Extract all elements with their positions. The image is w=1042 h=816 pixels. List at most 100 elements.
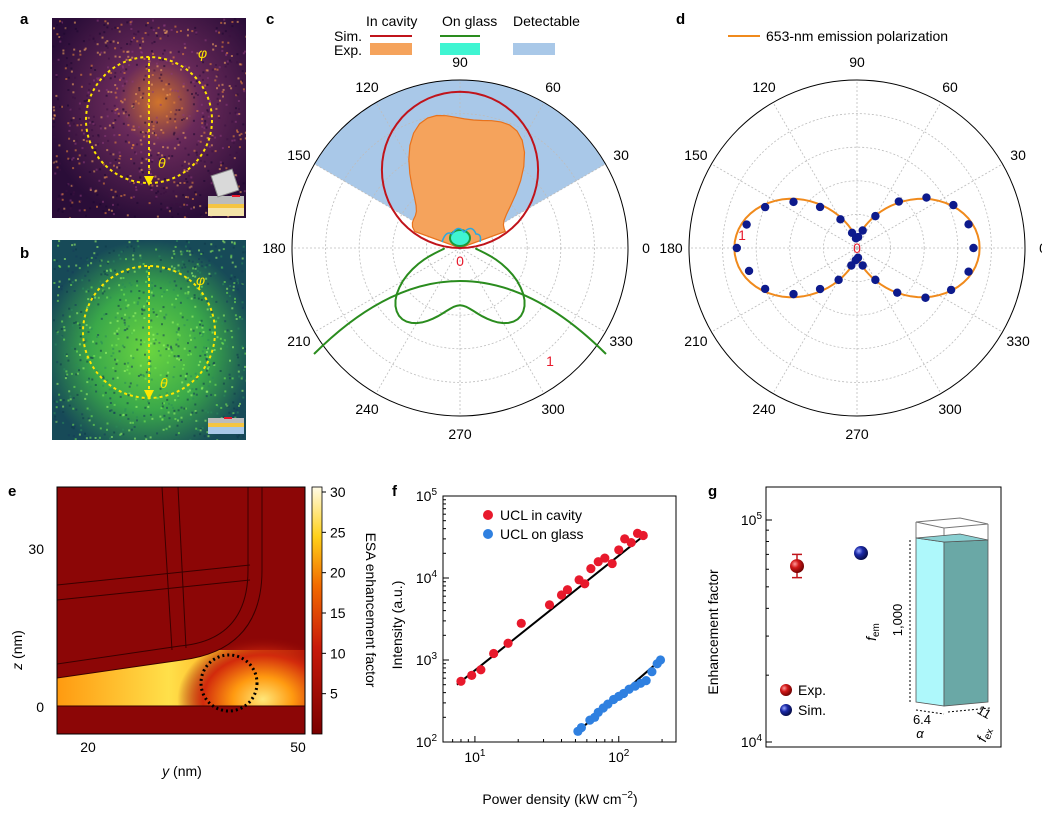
noise-speck [64, 57, 67, 60]
noise-speck [235, 94, 238, 97]
noise-speck [67, 399, 70, 402]
noise-speck [158, 77, 161, 80]
noise-speck [132, 254, 135, 257]
noise-speck [118, 166, 121, 169]
noise-speck [114, 71, 117, 74]
noise-speck [182, 367, 185, 370]
noise-speck [78, 369, 80, 372]
noise-speck [129, 382, 132, 385]
noise-speck [151, 120, 153, 123]
noise-speck [91, 378, 94, 381]
noise-speck [161, 402, 164, 405]
noise-speck [59, 399, 62, 402]
noise-speck [104, 391, 107, 394]
noise-speck [72, 423, 75, 426]
noise-speck [149, 413, 152, 416]
noise-speck [104, 273, 107, 276]
panel-d-data-point [853, 253, 863, 262]
noise-speck [222, 340, 225, 343]
panel-g-ylabel: Enhancement factor [705, 569, 721, 695]
noise-speck [228, 295, 231, 298]
noise-speck [106, 262, 109, 265]
noise-speck [85, 290, 88, 293]
noise-speck [83, 48, 86, 51]
noise-speck [236, 61, 239, 64]
noise-speck [93, 40, 96, 43]
noise-speck [163, 156, 166, 159]
noise-speck [194, 372, 197, 375]
noise-speck [238, 63, 241, 66]
noise-speck [192, 329, 195, 332]
noise-speck [77, 367, 80, 370]
noise-speck [181, 164, 184, 167]
noise-speck [242, 347, 244, 350]
noise-speck [78, 107, 81, 110]
noise-speck [69, 199, 72, 202]
noise-speck [142, 263, 145, 265]
noise-speck [159, 354, 162, 357]
panel-g-legend: Exp. Sim. [780, 682, 826, 718]
noise-speck [153, 132, 155, 135]
noise-speck [105, 205, 108, 208]
noise-speck [244, 50, 246, 53]
noise-speck [140, 168, 143, 171]
panel-d-data-point [893, 288, 902, 297]
noise-speck [114, 119, 117, 122]
noise-speck [109, 321, 112, 324]
panel-d-radial-0: 0 [853, 240, 861, 256]
noise-speck [117, 206, 120, 209]
noise-speck [173, 181, 176, 184]
noise-speck [148, 402, 150, 405]
noise-speck [164, 32, 167, 34]
noise-speck [245, 72, 246, 75]
noise-speck [159, 103, 162, 106]
noise-speck [170, 265, 173, 268]
noise-speck [234, 111, 237, 114]
noise-speck [207, 411, 209, 414]
noise-speck [144, 353, 146, 356]
noise-speck [174, 89, 177, 92]
noise-speck [64, 353, 67, 356]
noise-speck [155, 120, 157, 123]
noise-speck [124, 409, 127, 412]
noise-speck [99, 203, 102, 206]
noise-speck [194, 275, 197, 278]
noise-speck [172, 288, 175, 291]
noise-speck [150, 26, 153, 29]
noise-speck [56, 98, 59, 101]
noise-speck [245, 35, 246, 38]
noise-speck [173, 147, 176, 150]
noise-speck [56, 382, 59, 385]
noise-speck [239, 35, 242, 38]
noise-speck [106, 273, 109, 276]
noise-speck [139, 139, 142, 142]
noise-speck [95, 189, 98, 192]
noise-speck [133, 247, 136, 250]
noise-speck [205, 123, 208, 126]
legend-col-in-cavity: In cavity [366, 13, 417, 29]
noise-speck [136, 282, 139, 285]
noise-speck [123, 82, 126, 85]
noise-speck [229, 277, 232, 280]
panel-c-label: c [266, 11, 274, 28]
noise-speck [215, 256, 218, 259]
noise-speck [121, 101, 124, 104]
noise-speck [142, 40, 145, 43]
noise-speck [124, 323, 127, 326]
noise-speck [82, 132, 85, 135]
noise-speck [139, 343, 142, 346]
noise-speck [172, 133, 175, 136]
noise-speck [195, 31, 198, 34]
noise-speck [171, 303, 174, 306]
noise-speck [116, 376, 119, 379]
noise-speck [177, 50, 180, 53]
noise-speck [147, 405, 150, 408]
noise-speck [70, 70, 73, 73]
noise-speck [207, 110, 210, 113]
noise-speck [97, 334, 100, 336]
noise-speck [102, 182, 105, 185]
noise-speck [194, 26, 197, 29]
noise-speck [242, 251, 245, 254]
noise-speck [143, 309, 146, 312]
noise-speck [69, 159, 71, 162]
